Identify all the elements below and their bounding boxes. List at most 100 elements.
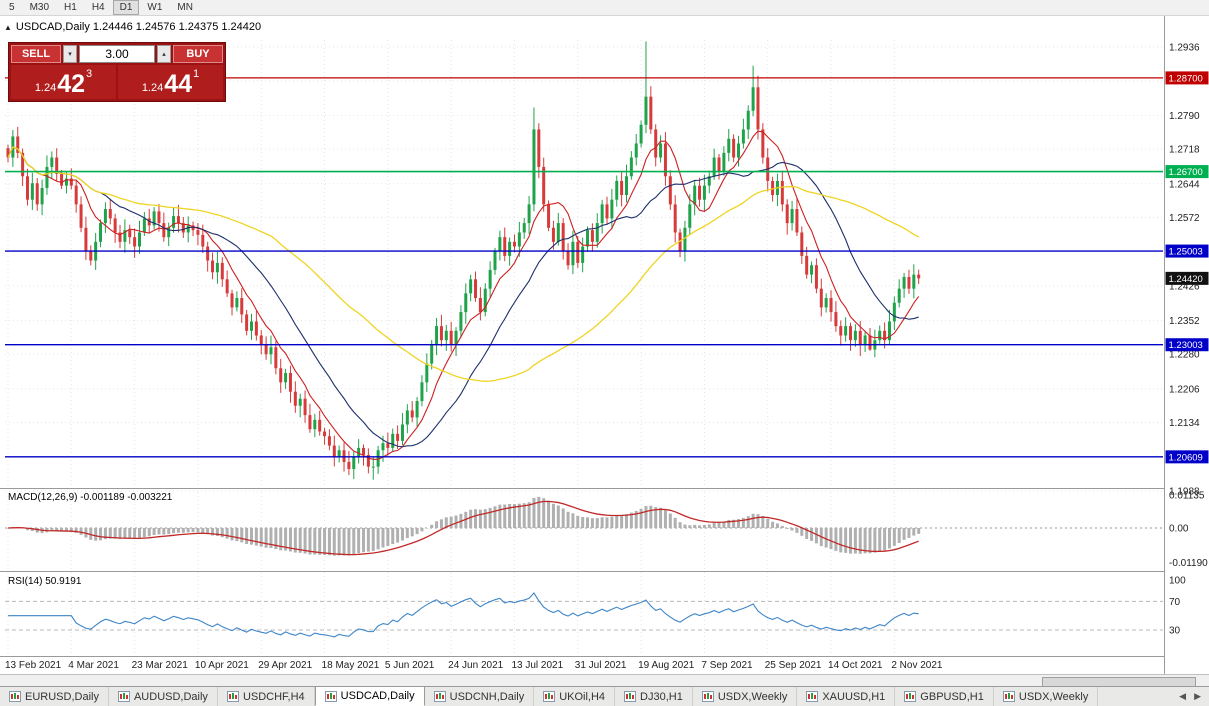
price-badge-1.20609[interactable] bbox=[1165, 450, 1209, 464]
svg-text:30: 30 bbox=[1169, 625, 1181, 636]
horizontal-levels bbox=[5, 77, 1163, 458]
svg-text:1.20609: 1.20609 bbox=[1169, 452, 1203, 463]
svg-text:1.2134: 1.2134 bbox=[1169, 418, 1200, 429]
timeframe-button-D1[interactable]: D1 bbox=[112, 0, 140, 15]
chart-tab-label: EURUSD,Daily bbox=[25, 690, 99, 703]
timeframe-button-W1[interactable]: W1 bbox=[147, 2, 163, 13]
svg-text:70: 70 bbox=[1169, 597, 1181, 608]
chart-h-scrollbar[interactable] bbox=[0, 674, 1209, 687]
svg-text:1.23003: 1.23003 bbox=[1169, 340, 1203, 351]
price-badge-1.26700[interactable] bbox=[1165, 165, 1209, 179]
ask-prefix: 1.24 bbox=[141, 82, 164, 94]
symbol-marker-icon: ▲ bbox=[4, 22, 12, 32]
chart-tab-USDCHF,H4[interactable]: USDCHF,H4 bbox=[218, 687, 315, 706]
macd-label: MACD(12,26,9) -0.001189 -0.003221 bbox=[8, 492, 173, 503]
volume-decrease-button[interactable]: ▾ bbox=[63, 45, 77, 63]
svg-text:0.00: 0.00 bbox=[1169, 524, 1189, 535]
svg-text:-0.01190: -0.01190 bbox=[1169, 558, 1208, 569]
svg-text:1.28700: 1.28700 bbox=[1169, 73, 1203, 84]
tabs-scroll-right-icon[interactable]: ▶ bbox=[1194, 691, 1201, 701]
svg-text:24 Jun 2021: 24 Jun 2021 bbox=[448, 660, 503, 671]
bid-main-digits: 42 bbox=[57, 70, 86, 98]
ask-pipette: 1 bbox=[193, 68, 200, 80]
svg-text:25 Sep 2021: 25 Sep 2021 bbox=[765, 660, 822, 671]
tabs-scroll-left-icon[interactable]: ◀ bbox=[1179, 691, 1187, 701]
ma-line-20 bbox=[7, 146, 919, 448]
chart-tab-label: XAUUSD,H1 bbox=[822, 690, 886, 703]
chart-tab-label: AUDUSD,Daily bbox=[133, 690, 208, 703]
svg-text:1.2352: 1.2352 bbox=[1169, 316, 1200, 327]
ma-line-8 bbox=[7, 130, 920, 460]
svg-text:1.2280: 1.2280 bbox=[1169, 350, 1200, 361]
volume-increase-button[interactable]: ▴ bbox=[157, 45, 171, 63]
chart-tab-UKOil,H4[interactable]: UKOil,H4 bbox=[534, 687, 616, 706]
svg-text:7 Sep 2021: 7 Sep 2021 bbox=[701, 660, 753, 671]
chart-tabs: EURUSD,Daily AUDUSD,Daily USDCHF,H4 USDC… bbox=[0, 686, 1099, 706]
date-axis[interactable]: 13 Feb 2021 4 Mar 2021 23 Mar 2021 10 Apr 2… bbox=[5, 660, 943, 671]
price-badge-1.23003[interactable] bbox=[1165, 338, 1209, 352]
svg-text:13 Jul 2021: 13 Jul 2021 bbox=[511, 660, 563, 671]
chart-tab-icon bbox=[624, 691, 637, 702]
chart-tab-icon bbox=[806, 691, 819, 702]
svg-text:1.2718: 1.2718 bbox=[1169, 145, 1200, 156]
chart-tab-USDCNH,Daily[interactable]: USDCNH,Daily bbox=[425, 687, 535, 706]
chart-tab-EURUSD,Daily[interactable]: EURUSD,Daily bbox=[0, 687, 109, 706]
price-badge-1.24420[interactable] bbox=[1165, 271, 1209, 285]
macd-histogram bbox=[6, 496, 921, 556]
timeframe-button-H4[interactable]: H4 bbox=[91, 2, 105, 13]
svg-text:31 Jul 2021: 31 Jul 2021 bbox=[575, 660, 627, 671]
bid-price-display[interactable]: 1.24 42 3 bbox=[11, 65, 116, 99]
svg-text:1.2790: 1.2790 bbox=[1169, 111, 1200, 122]
chart-tab-GBPUSD,H1[interactable]: GBPUSD,H1 bbox=[895, 687, 994, 706]
price-badge-1.28700[interactable] bbox=[1165, 71, 1209, 85]
buy-button[interactable]: BUY bbox=[173, 45, 223, 63]
chart-tab-icon bbox=[701, 691, 714, 702]
timeframe-button-M30[interactable]: M30 bbox=[29, 2, 50, 13]
macd-signal-line bbox=[7, 500, 919, 556]
sell-button[interactable]: SELL bbox=[11, 45, 61, 63]
svg-text:1.24420: 1.24420 bbox=[1169, 274, 1203, 285]
svg-text:14 Oct 2021: 14 Oct 2021 bbox=[828, 660, 883, 671]
volume-input[interactable] bbox=[79, 45, 155, 63]
chart-quote-header: ▲ USDCAD,Daily 1.24446 1.24576 1.24375 1… bbox=[4, 21, 261, 33]
candles-group bbox=[6, 41, 921, 480]
chart-tab-label: GBPUSD,H1 bbox=[920, 690, 984, 703]
chart-tab-label: USDCAD,Daily bbox=[340, 690, 415, 702]
chart-tab-XAUUSD,H1[interactable]: XAUUSD,H1 bbox=[797, 687, 896, 706]
svg-text:1.2936: 1.2936 bbox=[1169, 43, 1200, 54]
svg-text:18 May 2021: 18 May 2021 bbox=[322, 660, 380, 671]
svg-text:23 Mar 2021: 23 Mar 2021 bbox=[132, 660, 189, 671]
chart-tab-USDX,Weekly[interactable]: USDX,Weekly bbox=[693, 687, 798, 706]
timeframe-button-5[interactable]: 5 bbox=[9, 2, 15, 13]
one-click-trading-panel: SELL ▾ ▴ BUY 1.24 42 3 1.24 44 1 bbox=[8, 42, 226, 102]
chart-tab-label: USDX,Weekly bbox=[1018, 690, 1089, 703]
svg-text:2 Nov 2021: 2 Nov 2021 bbox=[891, 660, 943, 671]
ma-line-55 bbox=[7, 146, 920, 382]
chart-tab-AUDUSD,Daily[interactable]: AUDUSD,Daily bbox=[109, 687, 218, 706]
svg-text:1.25003: 1.25003 bbox=[1169, 247, 1203, 258]
price-badge-1.25003[interactable] bbox=[1165, 244, 1209, 258]
bid-prefix: 1.24 bbox=[34, 82, 57, 94]
symbol-ohlc-text: USDCAD,Daily 1.24446 1.24576 1.24375 1.2… bbox=[15, 21, 262, 33]
timeframe-button-MN[interactable]: MN bbox=[177, 2, 193, 13]
svg-text:1.1988: 1.1988 bbox=[1169, 486, 1200, 497]
trade-panel-controls: SELL ▾ ▴ BUY bbox=[9, 43, 225, 65]
ask-price-display[interactable]: 1.24 44 1 bbox=[118, 65, 223, 99]
chart-tab-DJ30,H1[interactable]: DJ30,H1 bbox=[615, 687, 693, 706]
svg-text:1.2426: 1.2426 bbox=[1169, 281, 1200, 292]
timeframe-button-H1[interactable]: H1 bbox=[64, 2, 77, 13]
chart-tab-USDCAD,Daily[interactable]: USDCAD,Daily bbox=[314, 686, 425, 706]
chart-tab-USDX,Weekly[interactable]: USDX,Weekly bbox=[994, 687, 1099, 706]
ask-main-digits: 44 bbox=[164, 70, 193, 98]
chart-tab-label: USDCNH,Daily bbox=[449, 690, 525, 703]
chart-tab-icon bbox=[117, 691, 130, 702]
price-axis[interactable]: 1.29361.28641.27901.27181.26441.25721.25… bbox=[1165, 43, 1209, 637]
chart-tab-icon bbox=[226, 691, 239, 702]
tab-scroll-arrows: ◀ ▶ bbox=[1171, 687, 1209, 706]
bid-pipette: 3 bbox=[86, 68, 93, 80]
chart-tab-label: UKOil,H4 bbox=[559, 690, 606, 703]
chart-tab-label: USDCHF,H4 bbox=[242, 690, 305, 703]
chart-tab-icon bbox=[1002, 691, 1015, 702]
